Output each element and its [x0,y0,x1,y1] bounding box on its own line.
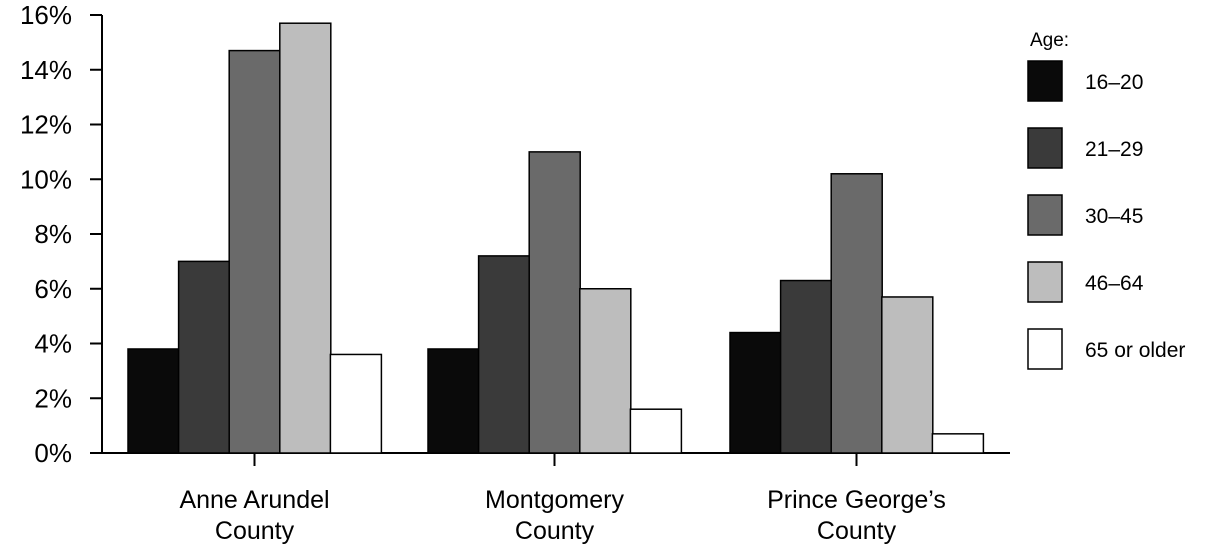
legend-label: 65 or older [1085,339,1185,362]
bar [931,433,985,454]
bar [830,173,883,454]
legend-label: 30–45 [1085,205,1143,228]
bars [127,22,985,454]
legend-title: Age: [1030,30,1069,51]
legend: Age: 16–20 21–29 30–45 46–64 65 or older [1027,30,1185,370]
bar [127,348,180,454]
y-axis: 0% 2% 4% 6% 8% 10% 12% 14% 16% [20,0,103,468]
legend-label: 21–29 [1085,138,1143,161]
y-tick-label: 2% [34,383,72,413]
bar [528,151,581,454]
x-tick-label: Montgomery [485,486,624,514]
x-tick-label: Prince George’s [767,486,946,514]
x-axis: Anne Arundel County Montgomery County Prince… [102,452,1010,545]
x-tick-label: County [515,517,595,545]
y-tick-label: 10% [20,164,72,194]
bar [329,353,383,454]
x-tick-label: County [215,517,295,545]
y-tick-label: 14% [20,55,72,85]
legend-label: 46–64 [1085,272,1144,295]
bar [729,331,782,454]
y-tick-label: 0% [34,438,72,468]
legend-swatch [1027,127,1063,169]
bar [477,255,531,454]
y-tick-label: 12% [20,110,72,140]
bar [629,408,683,454]
legend-swatch [1027,261,1063,303]
bar [779,279,833,454]
bar [177,260,231,454]
bar [228,49,281,454]
x-tick-label: County [817,517,897,545]
bar [881,296,934,454]
legend-swatch [1027,194,1063,236]
bar [579,288,632,454]
bar [279,22,332,454]
legend-swatch [1027,60,1063,102]
y-tick-label: 8% [34,219,72,249]
y-tick-label: 6% [34,274,72,304]
x-tick-label: Anne Arundel [179,486,329,514]
bar [427,348,480,454]
legend-label: 16–20 [1085,71,1143,94]
y-tick-label: 4% [34,329,72,359]
y-tick-label: 16% [20,0,72,30]
legend-swatch [1027,328,1063,370]
